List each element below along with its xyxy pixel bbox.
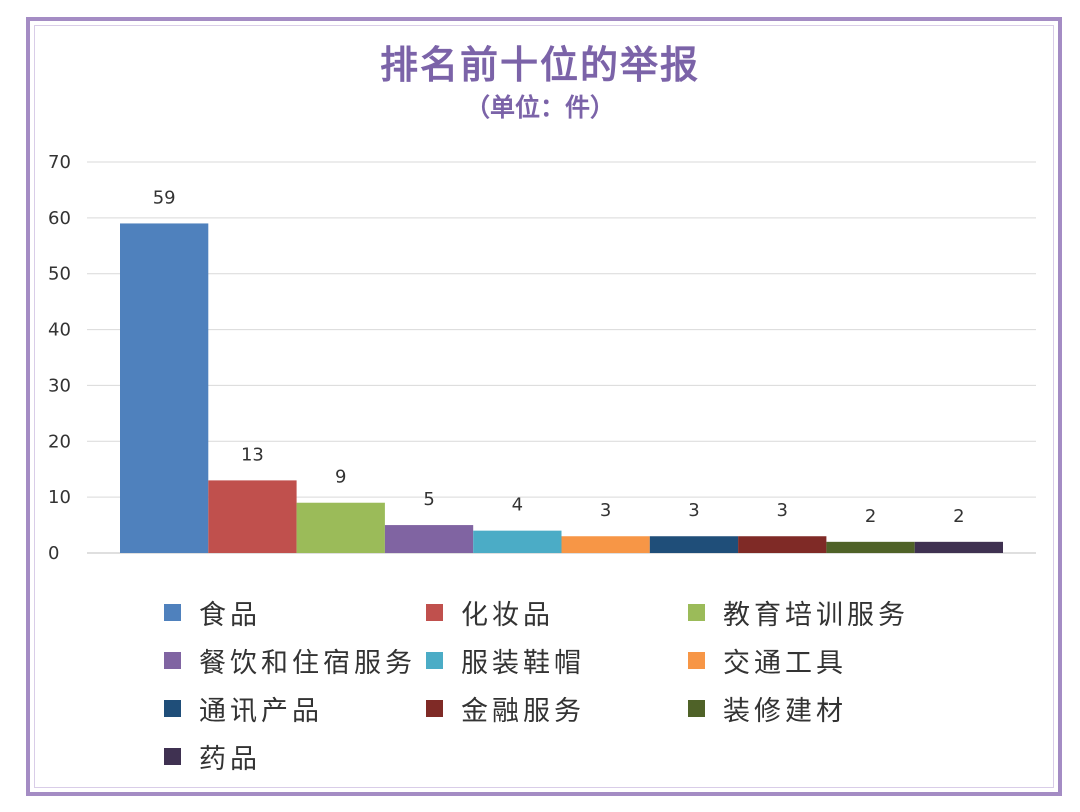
y-tick-label: 20	[48, 431, 71, 452]
bar-1	[120, 223, 209, 553]
data-label: 2	[865, 506, 876, 527]
legend-item: 餐饮和住宿服务	[164, 636, 426, 684]
chart-subtitle: （单位：件）	[464, 93, 615, 122]
legend-label: 通讯产品	[199, 695, 323, 727]
legend-item: 化妆品	[426, 588, 688, 636]
data-label: 3	[777, 500, 788, 521]
chart-title: 排名前十位的举报	[379, 42, 700, 87]
legend-item: 金融服务	[426, 684, 688, 732]
data-label: 13	[241, 444, 264, 465]
data-label: 4	[512, 495, 523, 516]
legend-label: 药品	[199, 743, 261, 775]
legend-item: 药品	[164, 732, 426, 780]
legend-label: 金融服务	[461, 695, 585, 727]
bar-9	[826, 541, 915, 553]
legend-swatch	[688, 603, 705, 621]
legend-swatch	[426, 699, 443, 717]
data-label: 3	[600, 500, 611, 521]
bar-5	[473, 530, 562, 553]
legend: 食品 化妆品 教育培训服务餐饮和住宿服务 服装鞋帽 交通工具通讯产品 金融服务 装修建材药品	[164, 588, 984, 780]
legend-swatch	[164, 699, 181, 717]
legend-swatch	[426, 651, 443, 669]
y-tick-label: 70	[48, 152, 71, 173]
legend-item: 食品	[164, 588, 426, 636]
data-label: 5	[423, 489, 434, 510]
bar-10	[914, 541, 1003, 553]
legend-label: 交通工具	[723, 647, 847, 679]
legend-label: 装修建材	[723, 695, 847, 727]
y-tick-label: 50	[48, 264, 71, 285]
legend-swatch	[164, 651, 181, 669]
legend-label: 服装鞋帽	[461, 647, 585, 679]
y-tick-label: 0	[48, 543, 59, 564]
y-tick-label: 40	[48, 320, 71, 341]
legend-swatch	[688, 699, 705, 717]
legend-item: 服装鞋帽	[426, 636, 688, 684]
data-label: 3	[688, 500, 699, 521]
bar-8	[738, 536, 827, 553]
legend-swatch	[688, 651, 705, 669]
chart-frame-inner-border	[34, 25, 1054, 788]
data-label: 2	[953, 506, 964, 527]
legend-item: 交通工具	[688, 636, 950, 684]
legend-swatch	[164, 603, 181, 621]
y-tick-label: 10	[48, 487, 71, 508]
bar-6	[561, 536, 650, 553]
legend-item: 教育培训服务	[688, 588, 950, 636]
data-label: 9	[335, 467, 346, 488]
bar-7	[649, 536, 739, 553]
y-tick-label: 60	[48, 208, 71, 229]
legend-swatch	[164, 747, 181, 765]
data-label: 59	[153, 187, 176, 208]
y-tick-label: 30	[48, 375, 71, 396]
legend-item: 装修建材	[688, 684, 950, 732]
bar-3	[296, 502, 385, 553]
bar-2	[208, 480, 297, 553]
legend-label: 化妆品	[461, 599, 554, 631]
legend-label: 食品	[199, 599, 261, 631]
legend-swatch	[426, 603, 443, 621]
legend-item: 通讯产品	[164, 684, 426, 732]
bar-4	[384, 525, 474, 553]
legend-label: 教育培训服务	[723, 599, 909, 631]
legend-label: 餐饮和住宿服务	[199, 647, 416, 679]
